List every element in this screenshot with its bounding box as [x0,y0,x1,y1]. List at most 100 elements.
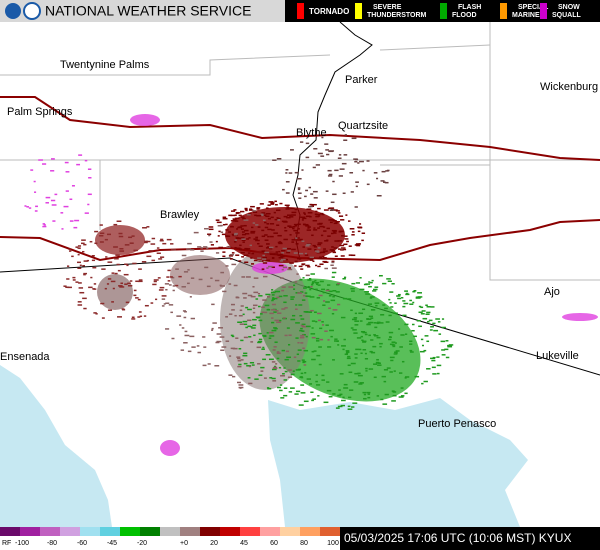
echo [282,266,288,269]
echo [278,366,282,369]
echo [143,315,147,317]
scale-swatch [160,527,181,536]
echo [309,203,313,206]
echo [286,247,291,250]
timestamp-bar [340,527,600,550]
echo [295,232,300,234]
echo [281,249,286,252]
echo [331,267,337,269]
echo [447,345,453,348]
echo [105,256,108,258]
echo [320,234,324,237]
echo [423,349,427,352]
echo [340,316,346,319]
city-label: Puerto Penasco [418,418,496,430]
echo [228,374,233,376]
echo [328,307,331,310]
echo [303,213,306,215]
echo [137,280,143,283]
echo [373,172,378,174]
echo [42,225,47,228]
echo [325,149,329,151]
echo [300,372,304,375]
echo [119,250,125,252]
echo [384,307,388,310]
warning-swatch [440,3,447,19]
echo [437,321,441,323]
echo [245,326,248,329]
echo [294,260,298,263]
echo [433,329,439,332]
echo [348,371,353,374]
echo [286,251,291,254]
echo [326,153,330,156]
echo [179,324,182,326]
echo [279,260,284,262]
echo [430,326,434,328]
echo [300,327,303,330]
echo [84,212,89,214]
echo [167,269,171,272]
echo [232,375,236,378]
echo [301,299,306,301]
echo [385,170,389,172]
echo [250,230,256,233]
echo [243,254,249,257]
echo [50,158,55,160]
echo [313,227,316,229]
echo [272,349,276,351]
echo [315,337,320,340]
warning-swatch [355,3,362,19]
echo [284,204,290,207]
echo [293,229,298,232]
echo [267,235,270,238]
echo [275,209,281,212]
echo [78,282,82,284]
echo [99,235,104,237]
echo [344,353,348,356]
echo [351,231,355,233]
echo [228,313,233,315]
echo [318,363,322,366]
echo [211,327,214,330]
echo [312,219,318,222]
echo [241,276,246,278]
echo [269,223,275,225]
echo [294,265,297,267]
echo [360,331,366,333]
echo [204,227,209,230]
echo [183,271,189,273]
echo [63,285,67,287]
echo [248,336,252,338]
echo [436,356,440,358]
echo [260,366,265,369]
echo [331,229,337,232]
echo [354,320,360,322]
echo [293,223,298,226]
echo [362,391,367,394]
echo [445,340,449,342]
echo [168,304,174,306]
echo [304,195,307,198]
echo [319,225,324,228]
echo [361,232,366,234]
echo [45,196,51,199]
echo [412,290,416,293]
echo [240,305,244,307]
echo [24,205,27,207]
echo [42,163,47,165]
echo [338,389,341,391]
echo [398,328,401,330]
echo [360,335,364,338]
echo [216,221,222,224]
echo [291,214,296,216]
highway [0,96,600,161]
warnings-legend: TORNADO SEVERE THUNDERSTORM FLASH FLOOD SPECI… [297,3,582,19]
timestamp: 05/03/2025 17:06 UTC (10:06 MST) KYUX [344,531,571,545]
echo [315,320,318,323]
echo [328,290,333,293]
echo [281,220,287,223]
echo [353,158,358,160]
echo [347,405,351,408]
echo [344,235,348,237]
